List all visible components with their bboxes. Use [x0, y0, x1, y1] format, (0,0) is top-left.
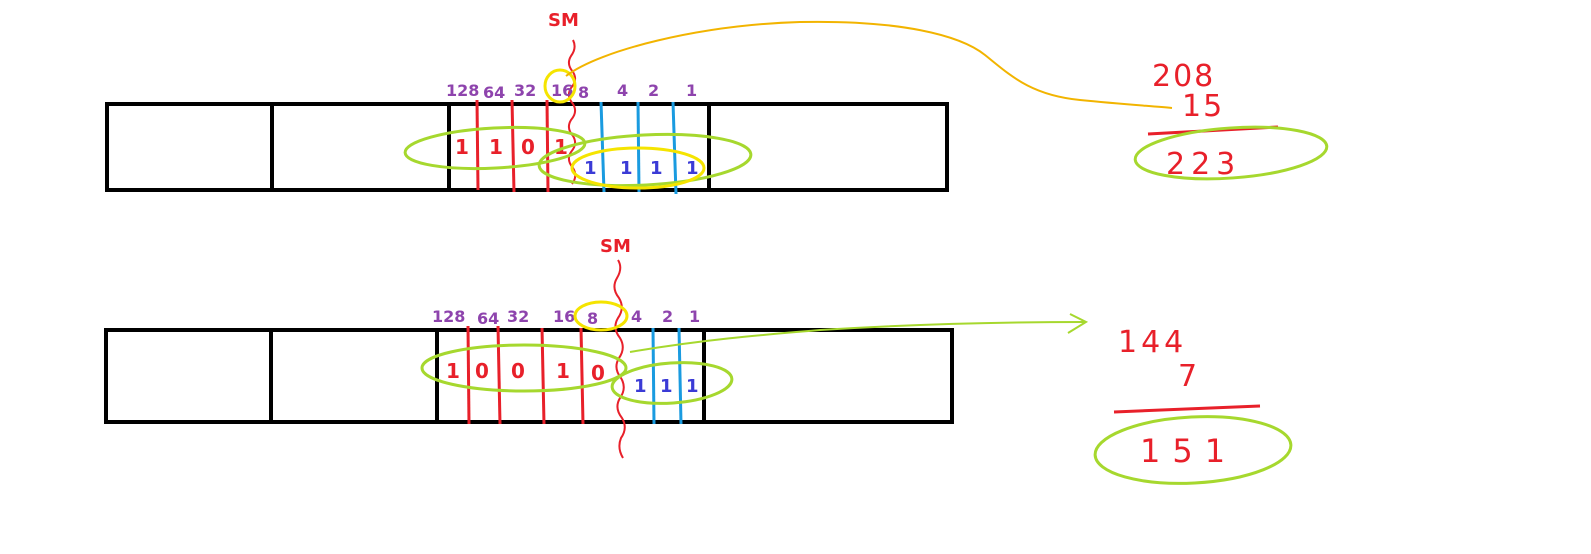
address-bar-2 [104, 328, 954, 424]
connector-arrow [629, 321, 1087, 353]
network-bit-divider [579, 327, 585, 425]
host-bit: 1 [660, 376, 673, 397]
host-bit: 1 [584, 158, 597, 179]
host-bit: 1 [620, 158, 633, 179]
host-group-ellipse [537, 132, 753, 188]
host-bit-divider [651, 327, 656, 425]
host-bit: 1 [634, 376, 647, 397]
bit-weight: 1 [686, 81, 697, 100]
host-bit-divider [599, 101, 606, 193]
sum-operand: 7 [1178, 359, 1197, 394]
bit-weight: 8 [587, 309, 598, 328]
network-bit: 0 [475, 359, 489, 383]
network-bit: 0 [511, 359, 525, 383]
host-bit: 1 [686, 376, 699, 397]
network-bit-divider [475, 99, 480, 191]
network-bit-divider [466, 325, 471, 425]
arrow-head [1067, 313, 1089, 334]
highlight-circle [543, 68, 577, 104]
network-bit: 0 [521, 135, 535, 159]
bit-weight: 64 [477, 309, 499, 328]
sum-operand: 144 [1118, 325, 1187, 360]
bit-weight: 2 [648, 81, 659, 100]
network-bit: 1 [554, 135, 568, 159]
subnet-mask-boundary-line [567, 39, 577, 185]
host-bit: 1 [650, 158, 663, 179]
address-bar-1 [105, 102, 949, 192]
host-bit: 1 [686, 158, 699, 179]
network-bit-divider [540, 327, 546, 425]
subnet-mask-label: SM [600, 236, 631, 257]
bit-weight: 16 [553, 307, 575, 326]
host-bit-divider [671, 101, 678, 195]
network-bit-divider [496, 325, 502, 425]
bit-weight: 128 [432, 307, 465, 326]
bit-weight: 16 [551, 81, 573, 100]
sum-operand: 15 [1182, 89, 1224, 124]
network-bit-divider [510, 99, 516, 193]
bit-weight: 8 [578, 83, 589, 102]
bit-weight: 4 [631, 307, 642, 326]
bit-weight: 32 [507, 307, 529, 326]
sum-line [1113, 404, 1261, 414]
network-bit: 1 [489, 135, 503, 159]
bit-weight: 32 [514, 81, 536, 100]
bit-weight: 64 [483, 83, 505, 102]
network-group-ellipse [420, 343, 628, 393]
diagram-2: SM 128 64 32 16 8 4 2 1 1 0 0 1 0 1 1 1 [104, 236, 1293, 485]
network-bit-divider [545, 99, 550, 193]
bit-weight: 128 [446, 81, 479, 100]
bit-weight: 4 [617, 81, 628, 100]
network-bit: 1 [446, 359, 460, 383]
network-bit: 0 [591, 361, 605, 385]
host-highlight-ellipse [570, 146, 706, 190]
network-bit: 1 [556, 359, 570, 383]
result-ellipse [1133, 125, 1329, 181]
sum-result: 151 [1140, 432, 1237, 470]
host-bit-divider [677, 327, 683, 425]
bit-weight: 2 [662, 307, 673, 326]
result-ellipse [1093, 415, 1293, 485]
sum-operand: 208 [1152, 59, 1215, 94]
connector-curve [565, 20, 1173, 109]
bit-weights-row: 128 64 32 16 8 4 2 1 [446, 81, 697, 102]
diagram-1: SM 128 64 32 16 8 4 2 1 1 1 0 1 1 1 1 1 [105, 10, 1329, 195]
bit-weights-row: 128 64 32 16 8 4 2 1 [432, 307, 700, 328]
network-bit: 1 [455, 135, 469, 159]
subnet-mask-label: SM [548, 10, 579, 31]
bit-weight: 1 [689, 307, 700, 326]
host-group-ellipse [610, 361, 734, 405]
highlight-circle [573, 300, 629, 332]
